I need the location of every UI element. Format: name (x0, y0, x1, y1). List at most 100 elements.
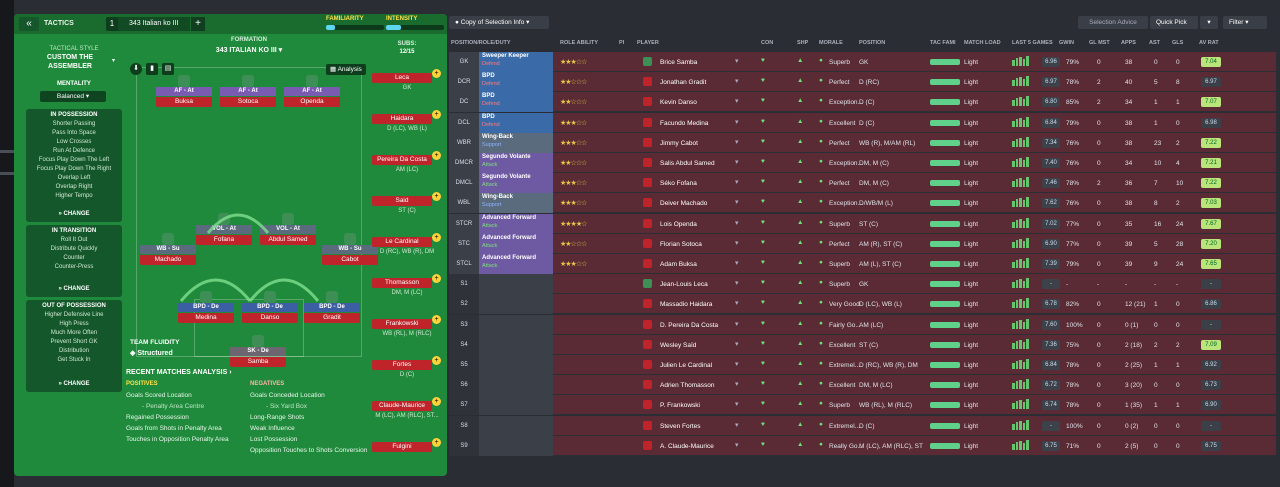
pitch-player[interactable]: VOL - At Abdul Samed (260, 213, 316, 255)
plus-icon[interactable]: + (432, 110, 441, 119)
player-name[interactable]: Brice Samba (660, 59, 698, 66)
table-row[interactable]: STC Advanced Forward Attack ★★☆☆☆ Florian So… (449, 233, 1276, 254)
column-header[interactable]: SHP (797, 40, 809, 46)
role-duty-cell[interactable] (479, 395, 553, 416)
analysis-button[interactable]: ▦ Analysis (326, 64, 366, 75)
player-name[interactable]: Salis Abdul Samed (660, 160, 715, 167)
player-name[interactable]: Adrien Thomasson (660, 382, 715, 390)
player-name[interactable]: Steven Fortes (660, 422, 701, 430)
chevron-down-icon[interactable]: ▾ (735, 138, 739, 146)
role-duty-cell[interactable] (479, 375, 553, 396)
plus-icon[interactable]: + (432, 438, 441, 447)
chevron-down-icon[interactable]: ▾ (1200, 16, 1218, 29)
sub-player[interactable]: + Fulgini (372, 438, 442, 462)
table-row[interactable]: S9 A. Claude-Maurice ▾ ♥ ▲ ● Really Go... M (LC… (449, 435, 1276, 456)
column-header[interactable]: PI (619, 40, 625, 46)
mentality-select[interactable]: Balanced ▾ (40, 91, 106, 102)
pitch-player[interactable]: WB - Su Machado (140, 233, 196, 275)
filter-button[interactable]: Filter ▾ (1223, 16, 1267, 29)
tactic-slot-number[interactable]: 1 (106, 17, 118, 31)
table-row[interactable]: S7 P. Frankowski ▾ ♥ ▲ ● Superb WB (RL), M (RLC… (449, 395, 1276, 416)
player-name[interactable]: Kevin Danso (660, 99, 697, 107)
pitch-player[interactable]: BPD - De Medina (178, 291, 234, 333)
table-row[interactable]: S3 D. Pereira Da Costa ▾ ♥ ▲ ● Fairly Go... AM … (449, 314, 1276, 335)
player-name[interactable]: P. Frankowski (660, 402, 700, 410)
column-header[interactable]: PLAYER (637, 40, 659, 46)
pitch-player[interactable]: AF - At Openda (284, 75, 340, 117)
chevron-down-icon[interactable]: ▾ (735, 179, 739, 187)
player-name[interactable]: Deiver Machado (660, 200, 708, 208)
change-in-possession-button[interactable]: » CHANGE (58, 211, 90, 217)
column-header[interactable]: MATCH LOAD (964, 40, 1001, 46)
sub-player[interactable]: + Frankowski WB (RL), M (RLC) (372, 315, 442, 339)
role-duty-cell[interactable]: BPD Defend (479, 72, 553, 93)
copy-selection-button[interactable]: ● Copy of Selection Info ▾ (449, 16, 549, 29)
role-duty-cell[interactable] (479, 294, 553, 315)
formation-name[interactable]: 343 ITALIAN KO III ▾ (215, 47, 283, 54)
role-duty-cell[interactable] (479, 334, 553, 355)
change-in-transition-button[interactable]: » CHANGE (58, 286, 90, 292)
chevron-down-icon[interactable]: ▾ (735, 78, 739, 86)
chevron-down-icon[interactable]: ▾ (735, 98, 739, 106)
add-tactic-button[interactable]: + (191, 17, 205, 31)
column-header[interactable]: POSITION (859, 40, 886, 46)
player-name[interactable]: Jimmy Cabot (660, 139, 698, 147)
table-row[interactable]: STCL Advanced Forward Attack ★★★☆☆ Adam Buks… (449, 254, 1276, 274)
stats-icon[interactable]: ▮ (146, 63, 158, 75)
table-row[interactable]: S2 Massadio Haidara ▾ ♥ ▲ ● Very Good D (LC), W… (449, 294, 1276, 315)
role-duty-cell[interactable] (479, 435, 553, 456)
player-name[interactable]: Adam Buksa (660, 261, 697, 268)
player-name[interactable]: Facundo Medina (660, 119, 709, 127)
player-name[interactable]: Florian Sotoca (660, 240, 702, 248)
plus-icon[interactable]: + (432, 356, 441, 365)
role-duty-cell[interactable]: Segundo Volante Attack (479, 153, 553, 173)
column-header[interactable]: AST (1149, 40, 1160, 46)
plus-icon[interactable]: + (432, 315, 441, 324)
chevron-down-icon[interactable]: ▾ (735, 401, 739, 409)
role-duty-cell[interactable]: Segundo Volante Attack (479, 173, 553, 194)
player-name[interactable]: Jonathan Gradit (660, 79, 707, 87)
table-row[interactable]: S6 Adrien Thomasson ▾ ♥ ▲ ● Excellent DM, M (LC… (449, 375, 1276, 396)
notes-icon[interactable]: ▤ (162, 63, 174, 75)
chevron-down-icon[interactable]: ▾ (735, 239, 739, 247)
chevron-down-icon[interactable]: ▾ (735, 300, 739, 308)
chevron-down-icon[interactable]: ▾ (735, 361, 739, 368)
plus-icon[interactable]: + (432, 274, 441, 283)
selection-advice-button[interactable]: Selection Advice (1078, 16, 1148, 29)
column-header[interactable]: GLS (1172, 40, 1184, 46)
role-duty-cell[interactable]: Advanced Forward Attack (479, 233, 553, 254)
column-header[interactable]: TAC FAMI (930, 40, 956, 46)
table-row[interactable]: S1 Jean-Louis Leca ▾ ♥ ▲ ● Superb GK Light - - - - - -… (449, 274, 1276, 295)
table-row[interactable]: WBL Wing-Back Support ★★★☆☆ Deiver Machado ▾ ♥… (449, 193, 1276, 214)
column-header[interactable]: ROLE ABILITY (560, 40, 598, 46)
chevron-down-icon[interactable]: ▾ (735, 118, 739, 126)
role-duty-cell[interactable]: Advanced Forward Attack (479, 254, 553, 274)
role-duty-cell[interactable]: Sweeper Keeper Defend (479, 52, 553, 72)
column-header[interactable]: POSITION/ROLE/DUTY (451, 40, 511, 46)
table-row[interactable]: WBR Wing-Back Support ★★★☆☆ Jimmy Cabot ▾ ♥ ▲ ● P… (449, 132, 1276, 153)
player-name[interactable]: Wesley Saïd (660, 341, 697, 349)
player-name[interactable]: D. Pereira Da Costa (660, 321, 719, 329)
sub-player[interactable]: + Le Cardinal D (RC), WB (R), DM (372, 233, 442, 257)
chevron-down-icon[interactable]: ▾ (735, 260, 739, 267)
table-row[interactable]: DCL BPD Defend ★★★☆☆ Facundo Medina ▾ ♥ ▲ ● Excel… (449, 112, 1276, 133)
role-duty-cell[interactable]: Advanced Forward Attack (479, 213, 553, 234)
chevron-down-icon[interactable]: ▾ (735, 219, 739, 227)
role-duty-cell[interactable] (479, 314, 553, 335)
table-row[interactable]: DMCL Segundo Volante Attack ★★★☆☆ Séko Fofan… (449, 173, 1276, 194)
sub-player[interactable]: + Haidara D (LC), WB (L) (372, 110, 442, 134)
player-name[interactable]: A. Claude-Maurice (660, 442, 714, 450)
chevron-down-icon[interactable]: ▾ (735, 159, 739, 166)
plus-icon[interactable]: + (432, 233, 441, 242)
sub-player[interactable]: + Claude-Maurice M (LC), AM (RLC), ST... (372, 397, 442, 421)
chevron-down-icon[interactable]: ▾ (735, 441, 739, 449)
pitch-player[interactable]: BPD - De Gradit (304, 291, 360, 333)
sub-player[interactable]: + Pereira Da Costa AM (LC) (372, 151, 442, 175)
style-name[interactable]: CUSTOM THE ASSEMBLER (46, 54, 94, 70)
table-row[interactable]: GK Sweeper Keeper Defend ★★★☆☆ Brice Samba ▾ ♥… (449, 52, 1276, 72)
table-row[interactable]: DCR BPD Defend ★★☆☆☆ Jonathan Gradit ▾ ♥ ▲ ● Perf… (449, 72, 1276, 93)
download-icon[interactable]: ⬇ (130, 63, 142, 75)
column-header[interactable]: AV RAT (1199, 40, 1219, 46)
pitch-player[interactable]: AF - At Buksa (156, 75, 212, 117)
role-duty-cell[interactable]: Wing-Back Support (479, 193, 553, 214)
